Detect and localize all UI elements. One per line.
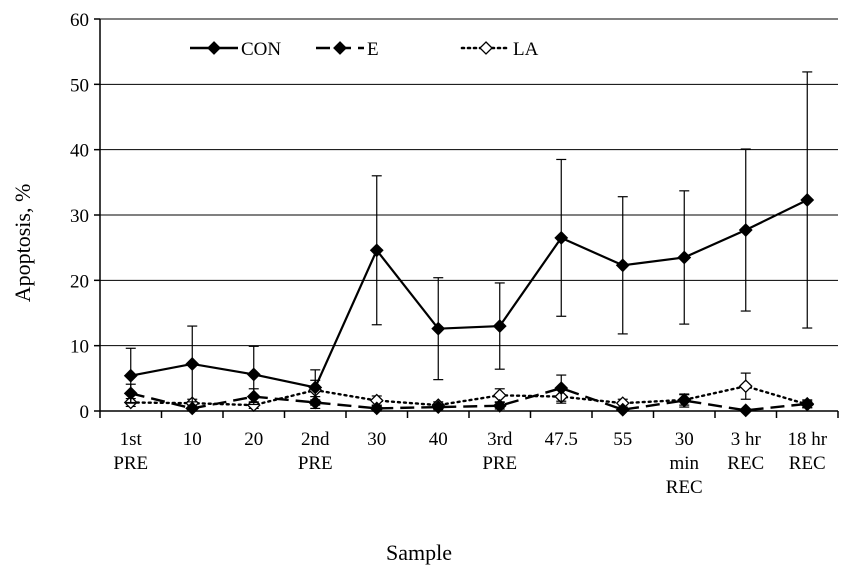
series-con xyxy=(123,71,815,406)
legend-item-la: LA xyxy=(460,39,539,60)
series-e xyxy=(123,374,815,418)
legend-label-e: E xyxy=(367,39,379,60)
x-tick-label: 30 min REC xyxy=(666,429,703,498)
x-tick-label-line: 3rd xyxy=(487,429,513,450)
series xyxy=(123,71,815,418)
x-tick-label-line: REC xyxy=(727,453,764,474)
data-point-con xyxy=(615,258,630,273)
data-point-e xyxy=(369,401,384,416)
data-point-con xyxy=(308,380,323,395)
x-tick-label-line: 30 xyxy=(675,429,694,450)
x-tick-label: 40 xyxy=(429,429,448,450)
x-tick-label-line: PRE xyxy=(298,453,333,474)
x-tick-label: 3 hr REC xyxy=(727,429,764,474)
x-tick-label-line: 40 xyxy=(429,429,448,450)
x-tick-label: 1st PRE xyxy=(113,429,148,474)
x-tick-label: 3rd PRE xyxy=(482,429,517,474)
data-point-e xyxy=(738,403,753,418)
legend-label-con: CON xyxy=(241,39,281,60)
x-tick-label-line: PRE xyxy=(113,453,148,474)
y-tick-label: 10 xyxy=(70,337,89,358)
data-point-con xyxy=(492,319,507,333)
x-tick-label-line: REC xyxy=(789,453,826,474)
x-tick-label: 47.5 xyxy=(545,429,578,450)
series-line-con xyxy=(130,198,808,389)
x-tick-label-line: 47.5 xyxy=(545,429,578,450)
y-tick-label: 40 xyxy=(70,141,89,162)
x-axis-title: Sample xyxy=(386,540,452,565)
x-tick-label: 30 xyxy=(367,429,386,450)
x-tick-label-line: 3 hr xyxy=(731,429,762,450)
x-tick-label-line: PRE xyxy=(482,453,517,474)
data-point-la xyxy=(738,379,753,394)
data-point-e xyxy=(492,398,507,413)
tick-labels: 0 10 20 30 40 50 60 1st PRE 10 20 2nd PRE 30 40 3rd PRE 4… xyxy=(70,10,828,498)
data-point-con xyxy=(185,357,200,371)
data-point-con xyxy=(738,223,753,237)
y-axis-title: Apoptosis, % xyxy=(10,184,35,303)
x-tick-label-line: min xyxy=(669,453,699,474)
legend-marker-con xyxy=(207,41,221,55)
y-tick-label: 30 xyxy=(70,206,89,227)
x-tick-label-line: 10 xyxy=(183,429,202,450)
axes xyxy=(94,18,839,418)
data-point-e xyxy=(800,396,815,411)
data-point-con xyxy=(246,367,261,382)
data-point-con xyxy=(123,368,138,383)
data-point-con xyxy=(677,250,692,265)
x-tick-label: 20 xyxy=(244,429,263,450)
x-tick-label-line: 30 xyxy=(367,429,386,450)
y-tick-label: 60 xyxy=(70,10,89,31)
data-point-con xyxy=(800,193,815,207)
legend: CON E LA xyxy=(190,39,539,60)
legend-marker-la xyxy=(479,41,493,55)
x-tick-label-line: 1st xyxy=(120,429,143,450)
series-line-e xyxy=(130,386,808,412)
x-tick-label-line: 20 xyxy=(244,429,263,450)
y-tick-label: 20 xyxy=(70,271,89,292)
x-tick-label: 18 hr REC xyxy=(787,429,827,474)
x-tick-label-line: REC xyxy=(666,477,703,498)
y-tick-label: 50 xyxy=(70,75,89,96)
legend-item-e: E xyxy=(316,39,379,60)
x-tick-label: 10 xyxy=(183,429,202,450)
data-point-con xyxy=(554,230,569,245)
legend-item-con: CON xyxy=(190,39,281,60)
data-point-e xyxy=(677,393,692,408)
data-point-con xyxy=(369,243,384,258)
gridlines xyxy=(100,18,838,347)
x-tick-label: 2nd PRE xyxy=(298,429,333,474)
data-point-e xyxy=(554,381,569,396)
data-point-con xyxy=(431,321,446,336)
data-point-e xyxy=(615,402,630,417)
legend-marker-e xyxy=(333,41,347,55)
legend-label-la: LA xyxy=(513,39,539,60)
x-tick-label: 55 xyxy=(613,429,632,450)
data-point-e xyxy=(431,400,446,414)
y-tick-label: 0 xyxy=(80,402,90,423)
x-tick-label-line: 18 hr xyxy=(787,429,827,450)
series-line-la xyxy=(129,384,809,407)
data-point-e xyxy=(185,401,200,416)
x-tick-label-line: 55 xyxy=(613,429,632,450)
x-tick-label-line: 2nd xyxy=(301,429,330,450)
